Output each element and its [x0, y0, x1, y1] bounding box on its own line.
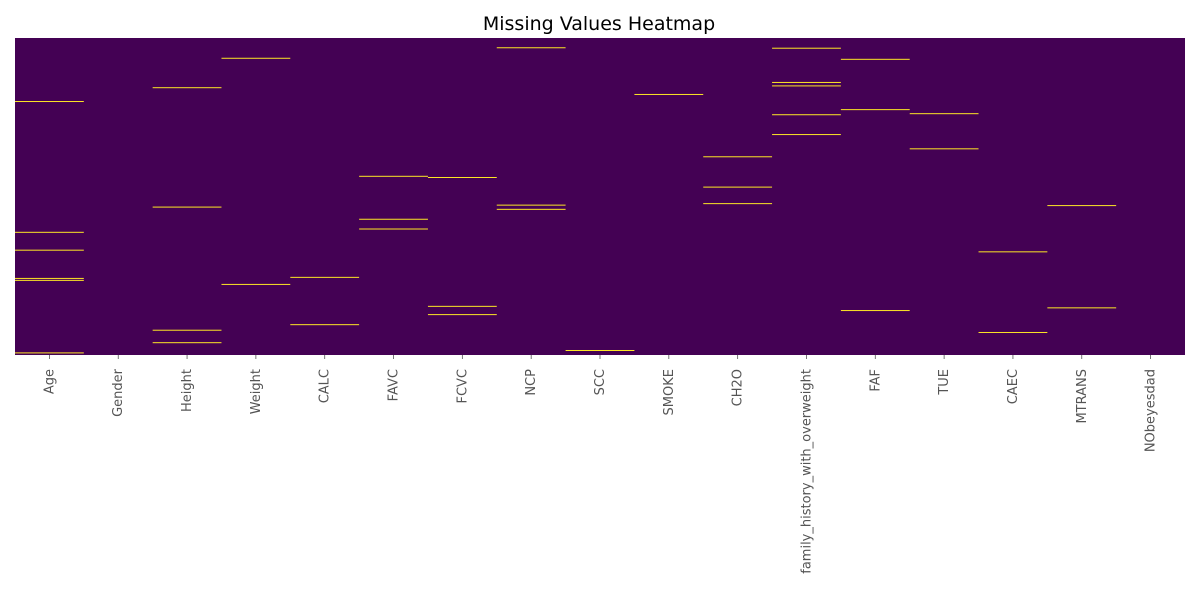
missing-cell-ch2o	[703, 156, 773, 158]
missing-cell-family-history-with-overweight	[772, 85, 841, 87]
heatmap-plot-area	[15, 38, 1185, 355]
missing-cell-favc	[359, 175, 428, 177]
missing-cell-height	[152, 329, 222, 331]
missing-cell-age	[15, 279, 84, 281]
missing-cell-faf	[840, 109, 910, 111]
missing-cell-height	[152, 206, 222, 208]
missing-cell-calc	[290, 276, 360, 278]
x-tick-label: CH2O	[731, 369, 746, 406]
missing-cell-ncp	[496, 204, 566, 206]
x-tick-label: FAF	[868, 369, 883, 392]
x-tick-label: CAEC	[1006, 369, 1021, 404]
heatmap-cells	[15, 47, 1117, 354]
missing-cell-ncp	[496, 47, 566, 49]
missing-cell-smoke	[634, 93, 704, 95]
missing-cell-ncp	[496, 208, 566, 210]
missing-cell-fcvc	[427, 314, 497, 316]
missing-cell-family-history-with-overweight	[772, 47, 841, 49]
missing-cell-faf	[840, 310, 910, 312]
x-tick-label: family_history_with_overweight	[799, 369, 814, 574]
missing-cell-caec	[978, 251, 1048, 253]
missing-cell-mtrans	[1047, 205, 1117, 207]
missing-cell-height	[152, 342, 222, 344]
x-tick-label: CALC	[318, 369, 333, 403]
missing-cell-faf	[840, 58, 910, 60]
missing-cell-favc	[359, 218, 428, 220]
missing-cell-family-history-with-overweight	[772, 81, 841, 83]
missing-cell-ch2o	[703, 186, 773, 188]
chart-title: Missing Values Heatmap	[483, 13, 715, 35]
missing-cell-weight	[221, 57, 291, 59]
missing-cell-tue	[909, 113, 979, 115]
x-tick-label: TUE	[937, 369, 952, 396]
missing-cell-ch2o	[703, 203, 773, 205]
x-tick-label: SMOKE	[662, 369, 677, 415]
x-tick-label: NCP	[524, 369, 539, 396]
missing-cell-mtrans	[1047, 307, 1117, 309]
missing-cell-tue	[909, 148, 979, 150]
missing-cell-scc	[565, 350, 635, 351]
missing-cell-family-history-with-overweight	[772, 114, 841, 116]
missing-cell-weight	[221, 283, 291, 285]
missing-cell-calc	[290, 324, 360, 326]
missing-cell-age	[15, 352, 84, 354]
missing-cell-fcvc	[427, 305, 497, 307]
x-tick-label: FAVC	[387, 369, 402, 401]
x-tick-label: Gender	[111, 368, 126, 417]
x-tick-label: FCVC	[455, 369, 470, 404]
x-axis-ticks: Age Gender Height Weight CALC FAVC FCVC NCP SCC S…	[42, 355, 1159, 574]
missing-cell-favc	[359, 228, 428, 230]
x-tick-label: Weight	[249, 369, 264, 414]
missing-cell-age	[15, 277, 84, 279]
missing-cell-age	[15, 249, 84, 251]
x-tick-label: Age	[42, 369, 57, 394]
missing-cell-height	[152, 87, 222, 89]
missing-cell-family-history-with-overweight	[772, 134, 841, 136]
missing-cell-fcvc	[427, 177, 497, 178]
x-tick-label: NObeyesdad	[1144, 369, 1159, 452]
x-tick-label: SCC	[593, 369, 608, 395]
missing-cell-age	[15, 101, 84, 103]
missing-cell-caec	[978, 331, 1048, 333]
x-tick-label: Height	[180, 369, 195, 412]
missing-cell-age	[15, 231, 84, 233]
x-tick-label: MTRANS	[1075, 369, 1090, 424]
